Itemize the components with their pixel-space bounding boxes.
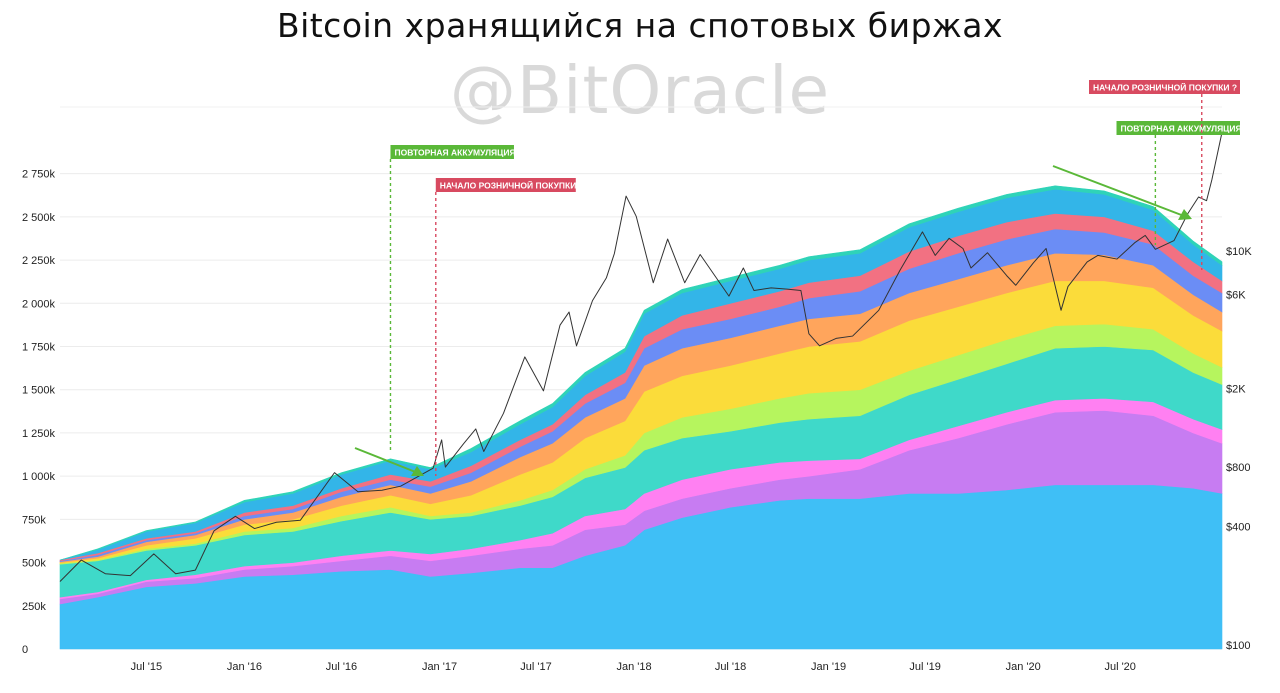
y-tick-label: 1 000k — [22, 471, 56, 483]
y2-tick-label: $2K — [1226, 384, 1246, 396]
x-tick-label: Jan '16 — [227, 661, 262, 673]
x-tick-label: Jan '19 — [811, 661, 846, 673]
x-tick-label: Jul '15 — [131, 661, 162, 673]
x-tick-label: Jul '19 — [909, 661, 940, 673]
area-series-11 — [59, 185, 1223, 561]
y-tick-label: 1 250k — [22, 428, 56, 440]
annotation-label: НАЧАЛО РОЗНИЧНОЙ ПОКУПКИ ? — [1093, 82, 1237, 93]
y-tick-label: 500k — [22, 558, 46, 570]
y2-tick-label: $400 — [1226, 521, 1250, 533]
y-tick-label: 0 — [22, 644, 28, 656]
x-tick-label: Jul '20 — [1104, 661, 1135, 673]
annotation-label: ПОВТОРНАЯ АККУМУЛЯЦИЯ — [1121, 124, 1242, 134]
x-tick-label: Jul '17 — [520, 661, 551, 673]
chart-title: Bitcoin хранящийся на спотовых биржах — [276, 6, 1004, 45]
y-tick-label: 2 000k — [22, 298, 56, 310]
annotation-box — [435, 178, 576, 192]
y-tick-label: 1 500k — [22, 385, 56, 397]
y-tick-label: 2 500k — [22, 212, 56, 224]
x-tick-label: Jul '16 — [326, 661, 357, 673]
y2-tick-label: $6K — [1226, 290, 1246, 302]
arrow-head — [411, 466, 424, 476]
y2-tick-label: $10K — [1226, 246, 1252, 258]
x-tick-label: Jul '18 — [715, 661, 746, 673]
annotation-label: ПОВТОРНАЯ АККУМУЛЯЦИЯ — [394, 148, 515, 158]
y-tick-label: 750k — [22, 514, 46, 526]
y2-tick-label: $100 — [1226, 640, 1250, 652]
trend-arrow — [354, 447, 419, 474]
arrow-head — [1178, 209, 1192, 220]
y-tick-label: 2 250k — [22, 255, 56, 267]
annotation-box — [1116, 121, 1240, 135]
trend-arrow — [1052, 165, 1185, 217]
x-tick-label: Jan '17 — [422, 661, 457, 673]
y-tick-label: 2 750k — [22, 169, 56, 181]
annotation-box — [390, 145, 514, 159]
annotation-box — [1089, 80, 1240, 94]
watermark: @BitOracle — [449, 52, 831, 129]
y-tick-label: 250k — [22, 601, 46, 613]
x-tick-label: Jan '18 — [617, 661, 652, 673]
y2-tick-label: $800 — [1226, 462, 1250, 474]
price-line — [59, 132, 1223, 582]
x-tick-label: Jan '20 — [1006, 661, 1041, 673]
annotation-label: НАЧАЛО РОЗНИЧНОЙ ПОКУПКИ — [440, 180, 577, 191]
y-tick-label: 1 750k — [22, 342, 56, 354]
